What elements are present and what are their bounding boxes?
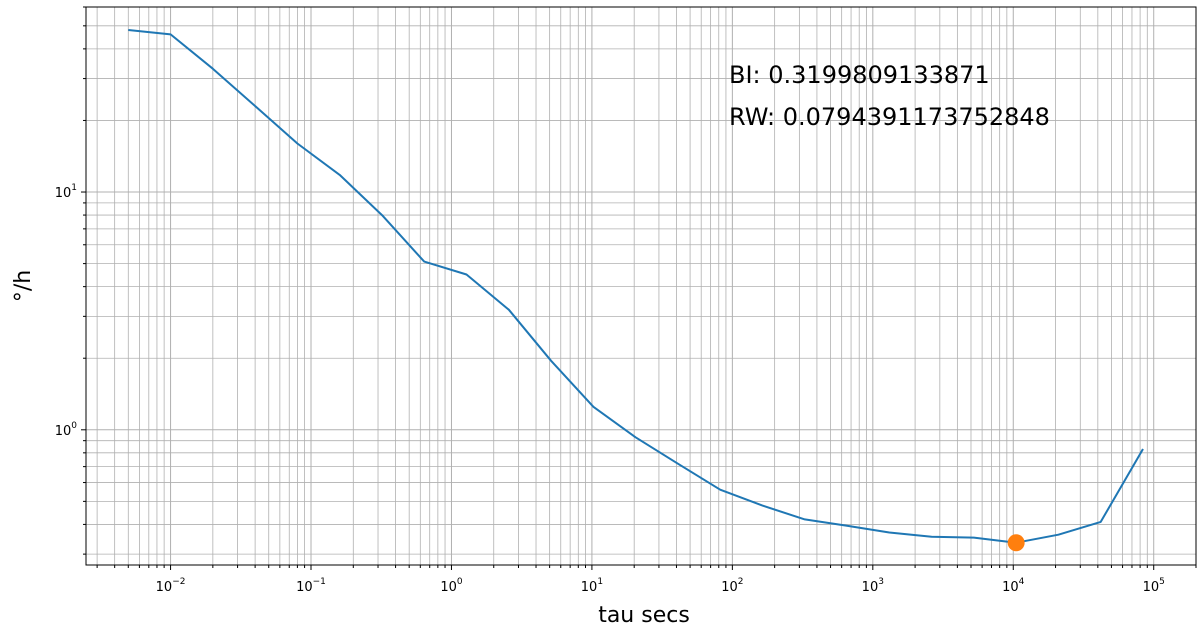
plot-area-frame <box>85 6 1197 566</box>
y-axis-label: °/h <box>11 270 36 302</box>
x-axis-label: tau secs <box>598 603 690 628</box>
x-tick-label: 103 <box>862 577 884 595</box>
series-layer <box>128 29 1144 552</box>
x-tick-label: 102 <box>721 577 743 595</box>
allan-deviation-line <box>128 29 1144 544</box>
x-tick-label: 105 <box>1143 577 1165 595</box>
x-tick-label: 100 <box>440 577 463 595</box>
x-tick-label: 10−2 <box>156 577 186 595</box>
bias-instability-point <box>1007 534 1025 552</box>
grid-lines <box>86 6 1197 565</box>
y-tick-label: 100 <box>55 421 78 439</box>
y-tick-label: 101 <box>55 183 77 201</box>
x-tick-label: 10−1 <box>296 577 326 595</box>
bias-instability-annotation: BI: 0.3199809133871 <box>729 61 990 89</box>
x-tick-label: 104 <box>1002 577 1025 595</box>
x-tick-label: 101 <box>581 577 603 595</box>
axis-ticks: 10−2 10−1 100 101 102 103 104 105 100 101 <box>55 6 1197 595</box>
random-walk-annotation: RW: 0.0794391173752848 <box>729 103 1050 131</box>
